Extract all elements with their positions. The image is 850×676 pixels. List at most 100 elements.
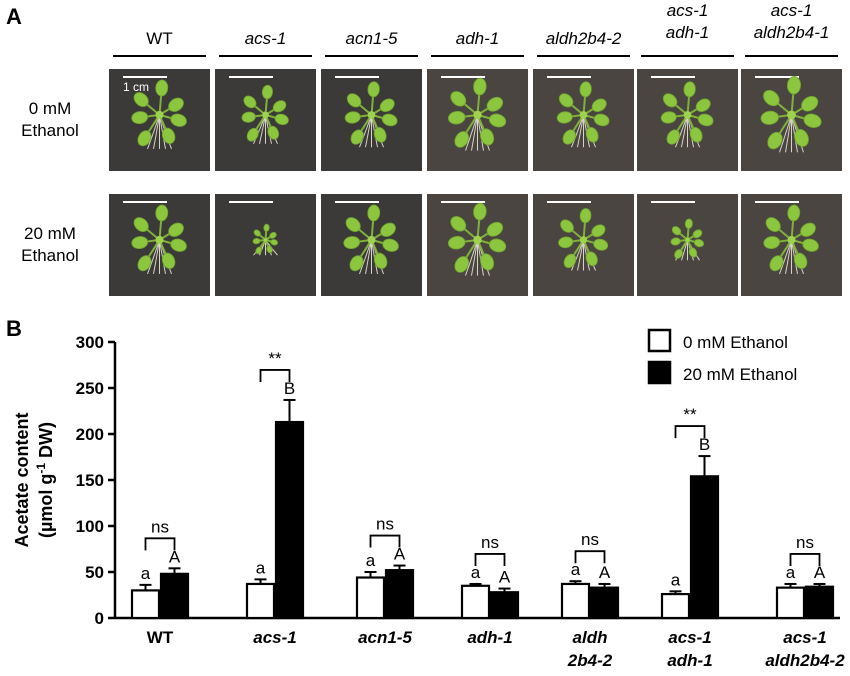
acetate-bar-chart: Acetate content (µmol g-1 DW) 0 50 100 150 2… <box>12 333 845 670</box>
x-tick-label-4-line1: aldh <box>573 628 608 647</box>
panel-a-label: A <box>6 4 22 29</box>
leaf <box>253 229 261 237</box>
leaf <box>695 98 711 113</box>
leaf <box>800 222 816 237</box>
leaf <box>274 113 289 126</box>
leaf <box>161 252 176 270</box>
leaf <box>450 91 467 107</box>
x-tick-label-2-line1: acn1-5 <box>358 628 412 647</box>
y-tick-label-150: 150 <box>76 471 104 490</box>
leaf <box>793 252 808 270</box>
rosette-center <box>473 110 482 120</box>
panel-a: WT acs-1 acn1-5 adh-1 aldh2b4-2 acs-1 adh-1 acs… <box>21 1 842 296</box>
letter-0-1: a <box>256 558 266 577</box>
leaf <box>556 111 573 124</box>
letter-0-4: a <box>571 560 581 579</box>
leaf <box>684 218 693 229</box>
leaf <box>666 129 680 145</box>
legend: 0 mM Ethanol 20 mM Ethanol <box>647 328 797 385</box>
leaf <box>272 100 287 113</box>
legend-label-filled: 20 mM Ethanol <box>683 365 797 384</box>
seedling-r1-c5 <box>670 218 705 261</box>
leaf <box>593 238 609 251</box>
sig-label-2: ns <box>376 515 394 534</box>
leaf <box>760 110 779 125</box>
x-tick-label-4-line2: 2b4-2 <box>567 651 613 670</box>
x-tick-label-6-line2: aldh2b4-2 <box>765 651 845 670</box>
leaf <box>697 113 714 127</box>
leaf <box>346 93 362 108</box>
bar-filled-0 <box>159 572 190 620</box>
leaf <box>563 253 577 269</box>
leaf <box>246 127 259 142</box>
sig-label-4: ns <box>581 530 599 549</box>
leaf <box>454 131 470 148</box>
sig-bracket-2 <box>369 534 401 548</box>
genotype-label-6-line2: aldh2b4-1 <box>754 23 830 42</box>
leaf <box>343 236 361 250</box>
sig-label-6: ns <box>796 533 814 552</box>
leaf <box>241 111 256 123</box>
sig-bracket-1 <box>259 369 291 382</box>
leaf <box>380 222 396 237</box>
bar-open-1 <box>245 582 276 620</box>
rosette-center <box>683 111 692 119</box>
genotype-label-5-line2: adh-1 <box>666 23 709 42</box>
bar-filled-5 <box>689 475 720 620</box>
leaf <box>454 256 470 273</box>
leaf <box>767 131 783 150</box>
bar-open-3 <box>460 584 491 620</box>
leaf <box>381 113 398 127</box>
leaf <box>560 219 574 233</box>
leaf <box>270 239 279 246</box>
sig-label-5: ** <box>683 405 697 424</box>
sig-label-3: ns <box>481 533 499 552</box>
sig-bracket-4 <box>574 550 606 564</box>
seedling-r1-c2 <box>343 204 399 275</box>
leaf <box>131 111 149 125</box>
seedling-r1-c0 <box>131 204 187 275</box>
leaf <box>660 111 677 124</box>
leaf <box>689 127 703 143</box>
letter-1-5: B <box>699 435 710 454</box>
leaf <box>131 236 149 250</box>
genotype-label-0: WT <box>146 29 172 48</box>
leaf <box>794 129 809 147</box>
y-tick-label-50: 50 <box>85 563 104 582</box>
letter-1-4: A <box>599 563 611 582</box>
leaf <box>267 125 280 140</box>
leaf <box>786 76 802 95</box>
seedling-r1-c1 <box>252 223 279 256</box>
row-label-0-line2: Ethanol <box>21 121 79 140</box>
leaf <box>693 238 705 248</box>
seedling-r0-c4 <box>556 81 610 148</box>
rosette-center <box>787 110 796 120</box>
panel-b-label: B <box>6 316 22 341</box>
leaf <box>688 247 698 258</box>
y-axis-label-unit-pre: (µmol g <box>36 474 56 538</box>
leaf <box>168 222 184 237</box>
leaf <box>161 127 176 145</box>
leaf <box>579 208 592 224</box>
leaf <box>379 98 395 113</box>
rosette-center <box>579 236 588 244</box>
bar-open-0 <box>130 589 161 620</box>
leaf <box>803 113 822 128</box>
row-label-1-line1: 20 mM <box>24 224 76 243</box>
rosette-center <box>262 111 269 119</box>
y-tick-label-200: 200 <box>76 425 104 444</box>
leaf <box>155 204 169 222</box>
leaf <box>133 92 149 107</box>
legend-swatch-filled <box>647 360 672 385</box>
leaf <box>763 89 780 107</box>
leaf <box>266 245 273 254</box>
leaf <box>591 224 606 238</box>
rosette-center <box>787 235 796 244</box>
leaf <box>155 79 169 97</box>
bar-filled-2 <box>384 569 415 620</box>
seedling-r0-c6 <box>760 76 822 153</box>
rosette-center <box>579 111 588 119</box>
seedling-r1-c6 <box>763 204 819 275</box>
leaf <box>692 229 703 239</box>
